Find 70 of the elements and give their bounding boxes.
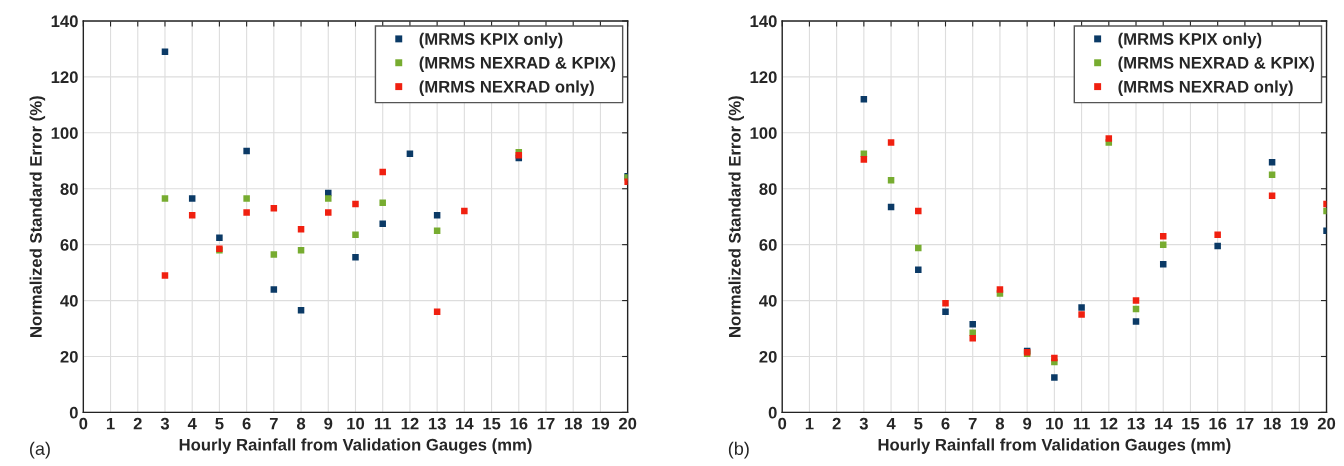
y-tick-label: 0 bbox=[69, 406, 78, 419]
y-tick-label: 140 bbox=[750, 15, 777, 28]
x-tick-label: 15 bbox=[1182, 417, 1200, 430]
x-tick-label: 15 bbox=[483, 417, 501, 430]
y-tick-label: 100 bbox=[51, 127, 78, 140]
x-tick-label: 14 bbox=[1155, 417, 1173, 430]
y-tick-label: 80 bbox=[60, 183, 78, 195]
x-tick-label: 17 bbox=[537, 417, 555, 430]
x-tick-label: 0 bbox=[778, 417, 787, 430]
y-tick-label: 120 bbox=[51, 71, 78, 84]
text: (b) bbox=[728, 441, 749, 459]
x-tick-label: 6 bbox=[242, 417, 251, 430]
x-tick-label: 12 bbox=[401, 417, 419, 430]
x-axis-title: Hourly Rainfall from Validation Gauges (mm) bbox=[878, 438, 1231, 454]
legend-label: (MRMS NEXRAD & KPIX) bbox=[419, 56, 616, 73]
x-tick-label: 9 bbox=[1023, 417, 1032, 430]
x-tick-label: 18 bbox=[565, 417, 582, 430]
x-tick-label: 20 bbox=[1317, 417, 1336, 430]
x-tick-label: 11 bbox=[374, 417, 392, 430]
x-tick-label: 1 bbox=[106, 417, 115, 430]
x-tick-label: 8 bbox=[995, 417, 1005, 430]
x-tick-label: 2 bbox=[133, 417, 142, 430]
x-axis-title: Hourly Rainfall from Validation Gauges (mm) bbox=[179, 438, 532, 454]
y-axis-title: Normalized Standard Error (%) bbox=[29, 96, 46, 337]
x-tick-label: 4 bbox=[886, 417, 896, 430]
legend-label: (MRMS KPIX only) bbox=[1118, 32, 1262, 49]
y-tick-label: 0 bbox=[768, 406, 777, 419]
y-tick-label: 60 bbox=[759, 239, 777, 251]
y-axis-title: Normalized Standard Error (%) bbox=[728, 96, 744, 337]
y-tick-label: 40 bbox=[60, 294, 78, 307]
x-tick-label: 1 bbox=[805, 417, 814, 430]
legend-label: (MRMS NEXRAD only) bbox=[1118, 80, 1293, 96]
x-tick-label: 10 bbox=[347, 417, 365, 430]
x-tick-label: 17 bbox=[1236, 417, 1254, 430]
y-tick-label: 20 bbox=[60, 350, 78, 363]
legend-label: (MRMS KPIX only) bbox=[419, 32, 563, 49]
x-tick-label: 3 bbox=[160, 417, 170, 430]
x-tick-label: 19 bbox=[1291, 417, 1308, 430]
y-tick-label: 140 bbox=[51, 15, 78, 28]
x-tick-label: 20 bbox=[618, 417, 637, 430]
x-tick-label: 13 bbox=[428, 417, 446, 430]
y-tick-label: 80 bbox=[759, 183, 777, 195]
y-tick-label: 60 bbox=[60, 239, 78, 251]
x-tick-label: 6 bbox=[941, 417, 950, 430]
x-tick-label: 0 bbox=[79, 417, 88, 430]
legend-label: (MRMS NEXRAD only) bbox=[419, 80, 594, 96]
x-tick-label: 12 bbox=[1100, 417, 1118, 430]
x-tick-label: 8 bbox=[296, 417, 306, 430]
y-tick-label: 20 bbox=[759, 350, 777, 363]
x-tick-label: 7 bbox=[269, 417, 278, 430]
x-tick-label: 5 bbox=[215, 417, 224, 430]
x-tick-label: 9 bbox=[324, 417, 333, 430]
x-tick-label: 11 bbox=[1073, 417, 1090, 430]
x-tick-label: 19 bbox=[592, 417, 610, 430]
x-tick-label: 5 bbox=[914, 417, 923, 430]
y-tick-label: 40 bbox=[759, 294, 777, 307]
x-tick-label: 13 bbox=[1127, 417, 1145, 430]
legend-label: (MRMS NEXRAD & KPIX) bbox=[1118, 56, 1315, 73]
x-tick-label: 16 bbox=[510, 417, 528, 430]
text: (a) bbox=[30, 441, 50, 459]
x-tick-label: 4 bbox=[187, 417, 197, 430]
y-tick-label: 120 bbox=[750, 71, 777, 84]
x-tick-label: 2 bbox=[832, 417, 841, 430]
x-tick-label: 3 bbox=[859, 417, 868, 430]
x-tick-label: 16 bbox=[1209, 417, 1227, 430]
x-tick-label: 18 bbox=[1263, 417, 1281, 430]
x-tick-label: 7 bbox=[968, 417, 977, 430]
x-tick-label: 10 bbox=[1046, 417, 1063, 430]
y-tick-label: 100 bbox=[750, 127, 777, 140]
x-tick-label: 14 bbox=[456, 417, 474, 430]
